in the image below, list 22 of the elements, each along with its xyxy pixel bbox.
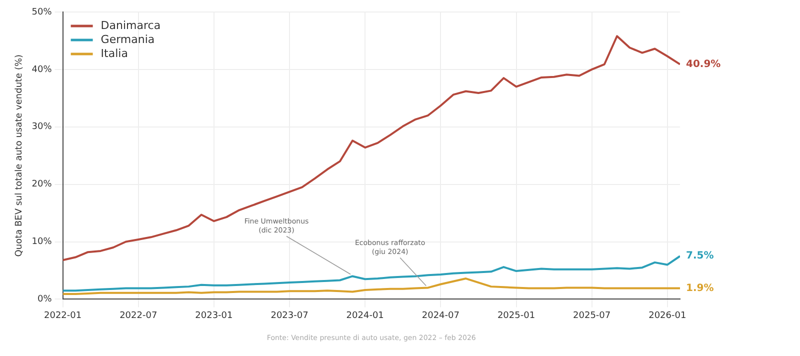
x-tick-label: 2022-07	[120, 310, 158, 321]
y-tick-label: 20%	[32, 180, 52, 190]
x-tick-label: 2023-01	[195, 310, 233, 321]
y-tick-label: 0%	[38, 294, 52, 305]
y-tick-label: 50%	[32, 7, 52, 18]
y-axis-title: Quota BEV sul totale auto usate vendute (%)	[14, 54, 25, 257]
x-tick-label: 2025-07	[573, 310, 611, 321]
legend-label: Danimarca	[100, 18, 161, 32]
x-tick-label: 2024-07	[422, 310, 460, 321]
data-label: 40.9%	[686, 58, 721, 70]
x-tick-label: 2022-01	[44, 310, 82, 321]
data-label: 1.9%	[686, 282, 714, 294]
y-tick-label: 30%	[32, 122, 52, 132]
y-tick-label: 40%	[32, 64, 52, 75]
x-tick-label: 2023-07	[270, 310, 308, 321]
y-tick-label: 10%	[32, 237, 52, 248]
legend-label: Germania	[100, 32, 155, 46]
legend-label: Italia	[100, 46, 128, 60]
data-label: 7.5%	[686, 250, 714, 262]
x-tick-label: 2026-01	[648, 310, 686, 321]
x-tick-label: 2024-01	[346, 310, 384, 321]
x-tick-label: 2025-01	[497, 310, 536, 321]
